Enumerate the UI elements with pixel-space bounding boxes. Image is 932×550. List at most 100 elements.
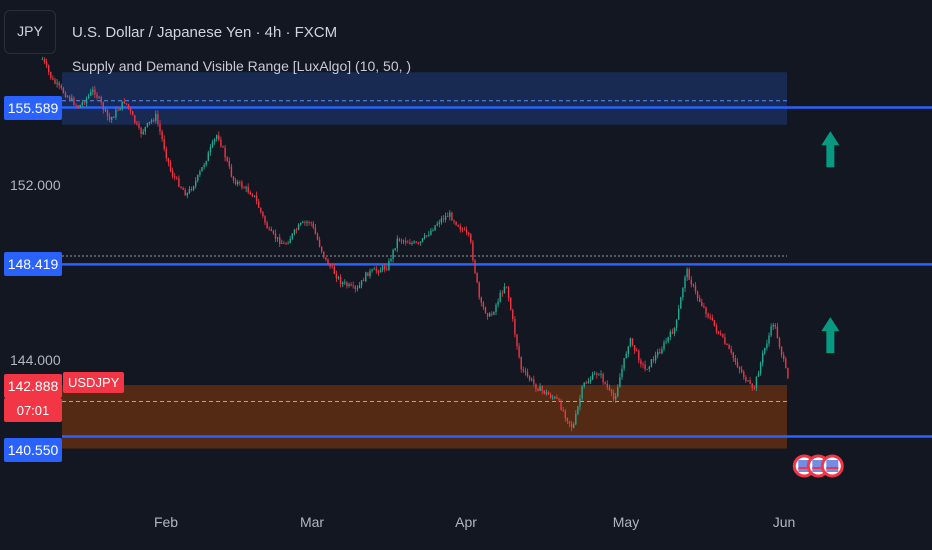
candle-body-145 — [346, 282, 348, 287]
candle-body-265 — [598, 374, 600, 376]
candle-body-301 — [673, 327, 676, 334]
candle-body-259 — [585, 382, 587, 384]
candle-body-294 — [659, 352, 661, 354]
candle-body-119 — [291, 233, 293, 239]
candle-body-268 — [604, 382, 606, 384]
candle-body-196 — [453, 220, 455, 222]
y-tick-152: 152.000 — [10, 177, 61, 193]
candle-body-170 — [398, 238, 401, 241]
candle-body-163 — [384, 266, 386, 270]
candle-body-94 — [239, 181, 241, 183]
candle-body-227 — [518, 346, 520, 358]
candle-body-52 — [150, 120, 153, 122]
candle-body-165 — [388, 260, 390, 270]
candle-body-345 — [766, 343, 768, 348]
candle-body-260 — [587, 381, 590, 384]
supply-zone — [62, 72, 787, 125]
candle-body-289 — [648, 366, 650, 369]
candle-body-286 — [642, 364, 644, 365]
candle-body-304 — [680, 297, 682, 309]
candle-body-80 — [209, 147, 212, 153]
candle-body-58 — [163, 139, 165, 150]
candle-body-67 — [182, 187, 184, 190]
candle-body-228 — [520, 357, 522, 370]
candle-body-251 — [568, 421, 571, 424]
candle-body-148 — [352, 285, 354, 287]
candle-body-107 — [266, 222, 268, 229]
candle-body-290 — [650, 359, 653, 367]
candle-body-134 — [323, 251, 325, 258]
candle-body-37 — [119, 108, 121, 111]
candle-body-177 — [413, 241, 415, 243]
candle-body-258 — [583, 382, 585, 387]
candle-body-142 — [339, 276, 342, 284]
candle-body-316 — [705, 307, 707, 315]
candle-body-84 — [218, 135, 220, 140]
symbol-badge[interactable]: USDJPY — [63, 372, 125, 393]
candle-body-342 — [759, 362, 762, 374]
candle-body-243 — [552, 397, 554, 399]
candle-body-150 — [356, 287, 359, 289]
candle-body-314 — [701, 301, 703, 307]
candle-body-204 — [470, 234, 472, 243]
currency-label[interactable]: JPY — [4, 10, 56, 54]
candle-body-149 — [354, 286, 356, 289]
candle-body-10 — [62, 87, 65, 93]
candle-body-283 — [636, 350, 638, 352]
candle-body-123 — [300, 222, 302, 225]
candle-body-25 — [94, 89, 96, 95]
candle-body-135 — [325, 257, 327, 260]
candle-body-35 — [115, 109, 117, 118]
candle-body-42 — [129, 108, 132, 112]
candle-body-2 — [45, 62, 48, 66]
candle-body-299 — [669, 331, 671, 338]
candle-body-350 — [776, 326, 779, 339]
candle-body-7 — [56, 82, 58, 84]
candle-body-296 — [663, 342, 665, 350]
candle-body-137 — [329, 265, 331, 267]
candle-body-153 — [363, 280, 365, 282]
candle-body-105 — [262, 211, 264, 217]
candle-body-76 — [201, 167, 203, 172]
candle-body-51 — [148, 121, 151, 123]
candle-body-207 — [476, 272, 478, 283]
candle-body-73 — [195, 180, 197, 187]
candle-body-93 — [237, 181, 239, 185]
candle-body-347 — [770, 326, 772, 336]
indicator-label[interactable]: Supply and Demand Visible Range [LuxAlgo… — [72, 58, 412, 74]
candle-body-280 — [629, 338, 632, 347]
candle-body-20 — [83, 102, 86, 104]
candle-body-232 — [528, 376, 531, 380]
candle-body-257 — [581, 386, 583, 399]
candle-body-83 — [216, 135, 218, 140]
candle-body-38 — [121, 101, 123, 109]
candle-body-143 — [342, 282, 344, 284]
candle-body-50 — [146, 122, 149, 127]
candle-body-49 — [144, 126, 146, 132]
candle-body-298 — [667, 337, 669, 342]
candle-body-223 — [510, 298, 512, 310]
candle-body-39 — [123, 101, 125, 104]
candle-body-352 — [780, 346, 783, 355]
candle-body-3 — [48, 65, 50, 72]
candle-body-161 — [379, 270, 382, 273]
candle-body-241 — [547, 392, 550, 395]
candle-body-222 — [507, 287, 510, 299]
candle-body-215 — [493, 311, 495, 315]
candle-body-8 — [58, 82, 60, 86]
candle-body-284 — [638, 350, 640, 361]
candle-body-293 — [657, 352, 659, 356]
candle-body-307 — [686, 269, 688, 278]
candle-body-29 — [102, 102, 104, 110]
candle-body-211 — [484, 307, 487, 314]
candle-body-118 — [289, 238, 291, 244]
candle-body-85 — [220, 139, 222, 147]
candle-body-139 — [333, 266, 335, 274]
price-tag-140: 140.550 — [4, 438, 62, 462]
candle-body-199 — [459, 226, 461, 230]
candle-body-203 — [468, 232, 470, 235]
candle-body-140 — [335, 273, 338, 279]
candle-body-281 — [631, 338, 634, 346]
